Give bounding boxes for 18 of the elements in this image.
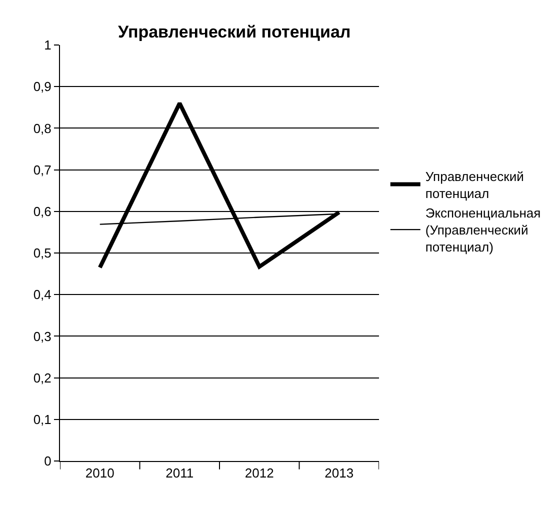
x-tick-label: 2012 [244, 466, 274, 481]
y-tick-label: 0,3 [33, 328, 52, 344]
y-tick-label: 0,7 [33, 162, 52, 178]
chart-title: Управленческий потенциал [118, 22, 351, 42]
y-tick-label: 1 [44, 38, 52, 53]
legend-label: Экспоненциальная (Управленческий потенциал) [425, 206, 541, 255]
y-tick-label: 0,6 [33, 204, 52, 219]
y-tick-label: 0,5 [33, 246, 52, 261]
x-tick-label: 2013 [324, 466, 354, 481]
y-tick-label: 0,1 [33, 412, 52, 427]
x-tick-label: 2010 [85, 466, 114, 481]
y-tick-label: 0,4 [33, 287, 52, 302]
y-tick-label: 0,2 [33, 370, 52, 386]
x-tick-label: 2011 [166, 466, 194, 481]
y-tick-label: 0,8 [33, 120, 52, 136]
legend-label: Управленческий потенциал [425, 168, 524, 201]
y-tick-label: 0,9 [33, 79, 52, 94]
y-tick-label: 0 [44, 454, 52, 469]
